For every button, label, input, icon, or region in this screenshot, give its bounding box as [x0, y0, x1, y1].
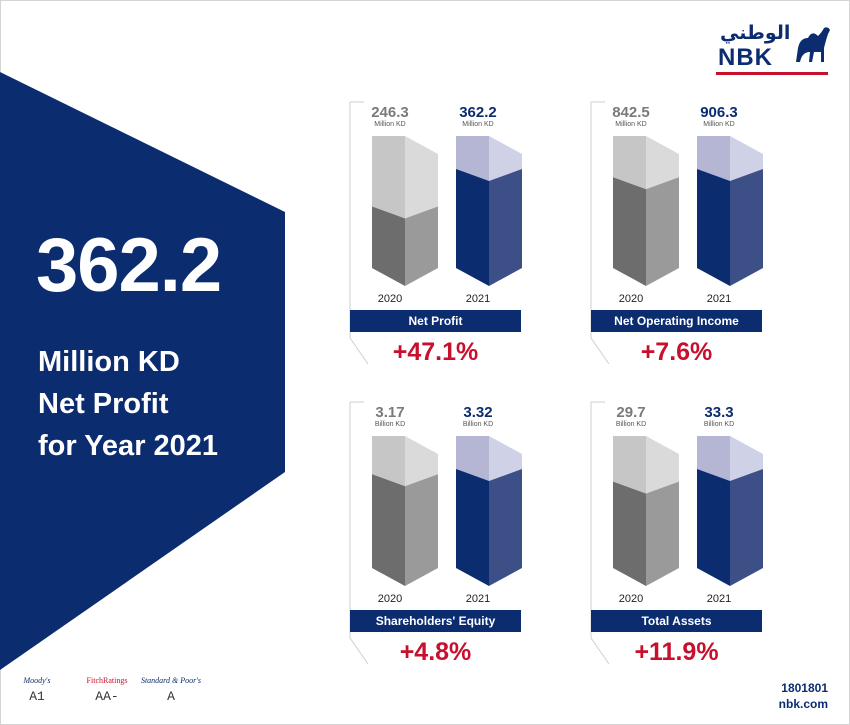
rating-grade: AA- [95, 689, 119, 704]
rating-grade: A [167, 689, 175, 704]
metric-title: Shareholders' Equity [350, 610, 521, 632]
year-2020: 2020 [377, 593, 403, 605]
bar-ghost-left [697, 436, 730, 487]
bar-fill-left-2021 [697, 169, 730, 286]
rating-fitch: FitchRatings AA- [72, 676, 142, 704]
panel-total-assets: 29.7 Billion KD 33.3 Billion KD 2020 202… [590, 401, 781, 672]
panel-outline [590, 402, 610, 665]
bar-fill-left-2020 [372, 474, 405, 586]
rating-agency: Standard & Poor's [140, 676, 202, 685]
value-2021: 906.3 [700, 104, 738, 121]
value-2021: 33.3 [704, 404, 734, 421]
hero-arrow-shape [0, 72, 285, 670]
value-2020: 3.17 [375, 404, 405, 421]
contact-block: 1801801 nbk.com [779, 680, 828, 712]
bars-net-profit [349, 101, 522, 365]
camel-icon [796, 27, 830, 62]
value-2020: 842.5 [612, 104, 650, 121]
bar-ghost-right [730, 436, 763, 487]
year-2021: 2021 [706, 293, 732, 305]
bar-fill-left-2020 [372, 206, 405, 286]
year-2020: 2020 [618, 593, 644, 605]
bars-shareholders-equity [349, 401, 522, 665]
bar-fill-right-2021 [489, 469, 522, 586]
rating-moodys: Moody's A1 [2, 676, 72, 704]
metric-title: Net Operating Income [591, 310, 762, 332]
bar-ghost-right [489, 136, 522, 187]
bar-ghost-left [456, 136, 489, 187]
panel-outline [349, 102, 369, 365]
value-2020: 29.7 [616, 404, 646, 421]
unit-2020: Million KD [374, 121, 406, 128]
hero-line-year: for Year 2021 [38, 430, 219, 462]
metric-title: Total Assets [591, 610, 762, 632]
bar-ghost-right [646, 436, 679, 500]
growth-percent: +11.9% [634, 638, 719, 666]
panel-outline [590, 102, 610, 365]
panel-net-profit: 246.3 Million KD 362.2 Million KD 2020 2… [349, 101, 540, 372]
unit-2021: Million KD [462, 121, 494, 128]
rating-agency: FitchRatings [86, 676, 128, 685]
bar-fill-right-2021 [489, 169, 522, 286]
unit-2020: Billion KD [374, 421, 406, 428]
year-2021: 2021 [706, 593, 732, 605]
rating-agency: Moody's [23, 676, 51, 685]
bar-fill-left-2020 [613, 177, 646, 286]
nbk-logo: الوطني NBK [714, 22, 832, 75]
growth-percent: +47.1% [392, 338, 479, 366]
bar-fill-left-2021 [456, 469, 489, 586]
bar-fill-right-2021 [730, 469, 763, 586]
hero-line-unit: Million KD [38, 346, 180, 378]
bar-ghost-right [489, 436, 522, 487]
unit-2021: Billion KD [462, 421, 494, 428]
bar-ghost-right [405, 136, 438, 225]
bar-ghost-left [697, 136, 730, 187]
panel-shareholders-equity: 3.17 Billion KD 3.32 Billion KD 2020 202… [349, 401, 540, 672]
value-2021: 362.2 [459, 104, 497, 121]
rating-sp: Standard & Poor's A [136, 676, 206, 704]
growth-percent: +7.6% [640, 338, 713, 366]
bar-ghost-left [613, 436, 646, 500]
bar-fill-left-2021 [456, 169, 489, 286]
bar-fill-left-2020 [613, 481, 646, 586]
bar-fill-right-2020 [405, 206, 438, 286]
bar-fill-right-2020 [646, 177, 679, 286]
panel-outline [349, 402, 369, 665]
unit-2021: Million KD [703, 121, 735, 128]
growth-percent: +4.8% [399, 638, 472, 666]
bars-total-assets [590, 401, 763, 665]
logo-underline [716, 72, 828, 75]
logo-arabic-text: الوطني [720, 22, 791, 44]
unit-2020: Billion KD [615, 421, 647, 428]
bar-fill-left-2021 [697, 469, 730, 586]
bars-net-operating-income [590, 101, 763, 365]
bar-fill-right-2021 [730, 169, 763, 286]
bar-ghost-right [730, 136, 763, 187]
unit-2020: Million KD [615, 121, 647, 128]
hero-value: 362.2 [36, 223, 222, 308]
bar-fill-right-2020 [646, 481, 679, 586]
year-2021: 2021 [465, 293, 491, 305]
value-2020: 246.3 [371, 104, 409, 121]
year-2020: 2020 [377, 293, 403, 305]
year-2021: 2021 [465, 593, 491, 605]
rating-grade: A1 [29, 689, 45, 704]
value-2021: 3.32 [463, 404, 493, 421]
phone-number: 1801801 [781, 681, 828, 695]
panel-net-operating-income: 842.5 Million KD 906.3 Million KD 2020 2… [590, 101, 781, 372]
metric-title: Net Profit [350, 310, 521, 332]
website-link[interactable]: nbk.com [778, 697, 828, 711]
unit-2021: Billion KD [703, 421, 735, 428]
hero-line-metric: Net Profit [38, 388, 169, 420]
bar-ghost-left [456, 436, 489, 487]
bar-ghost-left [372, 136, 405, 225]
year-2020: 2020 [618, 293, 644, 305]
bar-fill-right-2020 [405, 474, 438, 586]
logo-latin-text: NBK [718, 44, 773, 71]
